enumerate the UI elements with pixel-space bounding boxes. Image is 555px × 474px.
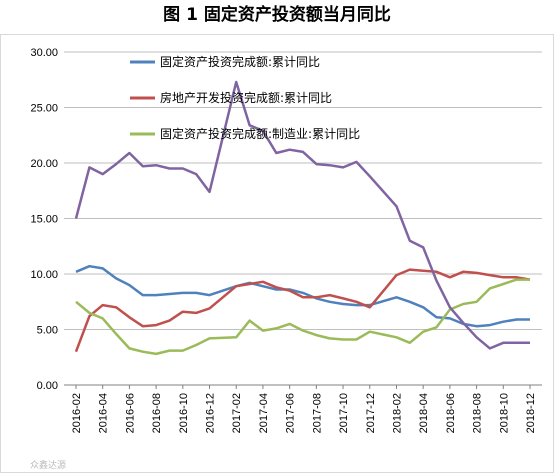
x-tick-label: 2018-06 bbox=[445, 393, 457, 433]
y-tick-label: 15.00 bbox=[30, 214, 58, 226]
x-tick-label: 2017-06 bbox=[285, 393, 297, 433]
x-tick-label: 2017-08 bbox=[311, 393, 323, 433]
y-tick-label: 20.00 bbox=[30, 158, 58, 170]
x-tick-label: 2017-10 bbox=[338, 393, 350, 433]
series-line-4 bbox=[74, 80, 530, 350]
y-tick-label: 5.00 bbox=[37, 325, 58, 337]
legend-label: 固定资产投资完成额:制造业:累计同比 bbox=[160, 126, 360, 141]
series-line-2 bbox=[74, 268, 531, 353]
watermark: 众鑫达源 bbox=[30, 459, 66, 471]
chart-border bbox=[0, 34, 554, 473]
y-tick-label: 0.00 bbox=[37, 380, 58, 392]
x-tick-label: 2016-04 bbox=[98, 393, 110, 433]
x-axis: 2016-02 2016-04 2016-06 2016-08 2016-10 2016-… bbox=[64, 384, 542, 433]
x-tick-label: 2018-12 bbox=[525, 393, 537, 433]
series-line-1 bbox=[75, 264, 530, 328]
x-tick-label: 2016-12 bbox=[205, 393, 217, 433]
x-tick-label: 2018-08 bbox=[472, 393, 484, 433]
x-tick-label: 2018-04 bbox=[418, 393, 430, 433]
plot-frame bbox=[0, 34, 554, 473]
x-tick-label: 2016-08 bbox=[151, 393, 163, 433]
x-tick-label: 2016-10 bbox=[178, 393, 190, 433]
y-tick-label: 10.00 bbox=[30, 269, 58, 281]
series-lines bbox=[74, 80, 531, 356]
x-tick-label: 2017-12 bbox=[365, 393, 377, 433]
y-tick-label: 30.00 bbox=[30, 47, 58, 59]
series-line-3 bbox=[75, 278, 530, 356]
chart-title: 图 1 固定资产投资额当月同比 bbox=[163, 4, 391, 25]
x-tick-label: 2018-10 bbox=[498, 393, 510, 433]
legend-label: 固定资产投资完成额:累计同比 bbox=[160, 54, 320, 69]
y-tick-label: 25.00 bbox=[30, 103, 58, 115]
x-tick-label: 2017-02 bbox=[231, 393, 243, 433]
x-tick-label: 2018-02 bbox=[391, 393, 403, 433]
y-axis: 0.00 5.00 10.00 15.00 20.00 25.00 30.00 bbox=[30, 47, 58, 392]
legend: 固定资产投资完成额:累计同比房地产开发投资完成额:累计同比固定资产投资完成额:制… bbox=[130, 54, 360, 141]
legend-label: 房地产开发投资完成额:累计同比 bbox=[160, 90, 332, 105]
x-tick-label: 2016-02 bbox=[71, 393, 83, 433]
x-tick-label: 2016-06 bbox=[124, 393, 136, 433]
x-tick-label: 2017-04 bbox=[258, 393, 270, 433]
